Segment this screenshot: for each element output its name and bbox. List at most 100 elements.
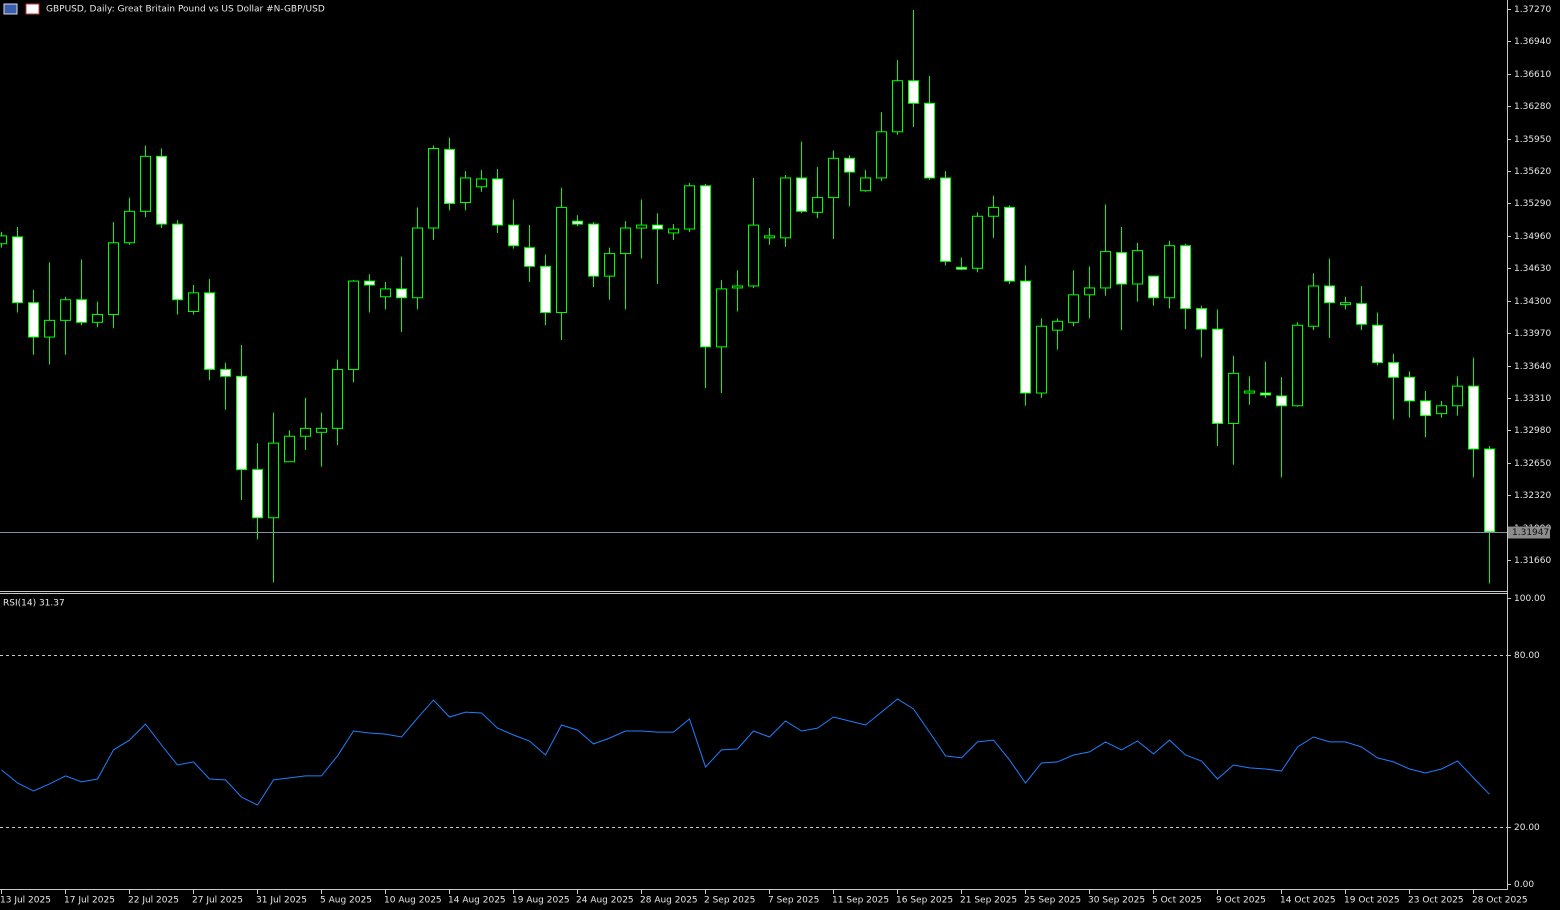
y-tick-label: 1.35620 (1514, 167, 1551, 177)
candle-body (412, 227, 423, 299)
x-tick-label: 31 Jul 2025 (256, 896, 307, 906)
y-tick-label: 1.33310 (1514, 394, 1551, 404)
x-tick-label: 11 Sep 2025 (832, 896, 889, 906)
candle-body (140, 155, 151, 212)
candle-body (156, 155, 167, 225)
candle-body (1308, 285, 1319, 327)
y-tick-label: 1.31660 (1514, 556, 1551, 566)
y-tick-label: 1.34300 (1514, 297, 1551, 307)
y-tick-label: 1.32980 (1514, 426, 1551, 436)
candle-body (572, 220, 583, 225)
candle-body (988, 206, 999, 217)
y-tick-label: 1.32320 (1514, 491, 1551, 501)
candle-body (652, 224, 663, 230)
candle-body (44, 319, 55, 338)
candle-body (1356, 303, 1367, 325)
candle-body (1452, 385, 1463, 407)
x-tick-label: 5 Oct 2025 (1152, 896, 1202, 906)
candle-body (76, 299, 87, 323)
y-tick-label: 0.00 (1514, 880, 1534, 890)
rsi-plot (0, 655, 1507, 828)
candle-body (124, 210, 135, 244)
candle-body (1436, 405, 1447, 415)
price-plot (0, 10, 1507, 584)
y-tick-label: 1.32650 (1514, 459, 1551, 469)
candle-body (476, 178, 487, 188)
candle-body (1180, 245, 1191, 310)
candle-body (1420, 400, 1431, 417)
x-tick-label: 23 Oct 2025 (1408, 896, 1464, 906)
candle-body (748, 224, 759, 287)
candle-body (28, 302, 39, 338)
candle-body (796, 177, 807, 212)
x-tick-label: 10 Aug 2025 (384, 896, 442, 906)
x-tick-label: 13 Jul 2025 (0, 896, 51, 906)
candle-body (1340, 302, 1351, 306)
y-tick-label: 1.37270 (1514, 5, 1551, 15)
candle-body (908, 80, 919, 104)
candle-body (1372, 324, 1383, 364)
candle-body (220, 368, 231, 377)
candle-body (636, 224, 647, 229)
candle-body (844, 157, 855, 173)
candle-body (1212, 328, 1223, 424)
x-tick-label: 19 Aug 2025 (512, 896, 570, 906)
candle-body (1052, 320, 1063, 331)
y-tick-label: 80.00 (1514, 651, 1540, 661)
y-tick-label: 1.33640 (1514, 362, 1551, 372)
candle-body (1292, 324, 1303, 407)
candle-body (540, 265, 551, 313)
candle-body (332, 368, 343, 429)
y-tick-label: 1.34630 (1514, 264, 1551, 274)
candle-body (524, 247, 535, 267)
rsi-line (1, 698, 1490, 806)
candle-body (1164, 245, 1175, 299)
axes: 1.37270 1.36940 1.36610 1.36280 1.35950 1.356… (0, 5, 1551, 906)
candle-body (1244, 390, 1255, 394)
candle-body (700, 185, 711, 348)
y-tick-label: 1.34960 (1514, 232, 1551, 242)
candle-body (1484, 448, 1495, 533)
x-tick-label: 22 Jul 2025 (128, 896, 179, 906)
x-tick-label: 14 Oct 2025 (1280, 896, 1336, 906)
candle-body (684, 185, 695, 230)
candle-body (172, 223, 183, 301)
y-tick-label: 1.35290 (1514, 199, 1551, 209)
x-tick-label: 21 Sep 2025 (960, 896, 1017, 906)
candle-body (92, 313, 103, 323)
chart-title: GBPUSD, Daily: Great Britain Pound vs US… (46, 5, 325, 15)
x-tick-label: 2 Sep 2025 (704, 896, 755, 906)
candle-body (716, 288, 727, 348)
candle-body (508, 224, 519, 247)
candle-body (732, 285, 743, 289)
candle-body (1468, 385, 1479, 450)
x-tick-label: 5 Aug 2025 (320, 896, 372, 906)
candle-body (428, 147, 439, 229)
candle-body (1148, 275, 1159, 299)
candle-body (1388, 362, 1399, 378)
y-tick-label: 1.36280 (1514, 102, 1551, 112)
indicator-title: RSI(14) 31.37 (3, 599, 65, 609)
candle-body (620, 227, 631, 255)
candle-body (1084, 287, 1095, 296)
candle-body (284, 435, 295, 463)
last-price-box (1508, 526, 1550, 539)
candle-body (668, 228, 679, 234)
candle-body (12, 236, 23, 304)
x-tick-label: 16 Sep 2025 (896, 896, 953, 906)
candle-body (1068, 294, 1079, 323)
candle-body (396, 288, 407, 299)
y-tick-label: 1.36940 (1514, 37, 1551, 47)
candle-body (380, 288, 391, 298)
panel-frame (0, 0, 1508, 890)
x-tick-label: 28 Aug 2025 (640, 896, 698, 906)
candle-body (1132, 250, 1143, 285)
y-tick-label: 1.35950 (1514, 135, 1551, 145)
x-tick-label: 27 Jul 2025 (192, 896, 243, 906)
candle-body (556, 206, 567, 313)
candle-body (60, 299, 71, 321)
x-tick-label: 9 Oct 2025 (1216, 896, 1266, 906)
